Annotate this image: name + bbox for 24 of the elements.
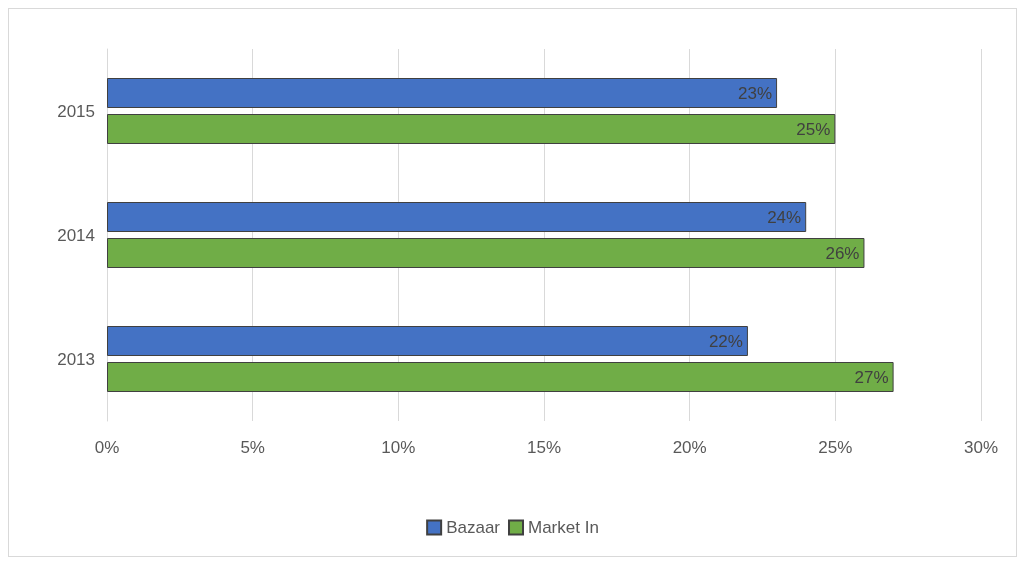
bar — [107, 238, 865, 268]
x-tick-label: 25% — [818, 438, 853, 457]
bar — [107, 78, 778, 108]
x-tick-label: 15% — [526, 438, 562, 457]
legend-label: Market In — [528, 518, 599, 537]
x-tick-label: 0% — [94, 438, 120, 457]
data-label: 26% — [825, 243, 860, 263]
x-tick-label: 10% — [381, 438, 416, 457]
bar — [107, 202, 807, 232]
data-label: 25% — [796, 119, 831, 139]
y-tick-label: 2015 — [57, 101, 95, 121]
y-tick-label: 2013 — [57, 349, 95, 369]
bar — [107, 362, 894, 392]
x-tick-label: 30% — [963, 438, 999, 457]
data-label: 23% — [738, 83, 773, 103]
y-tick-label: 2014 — [57, 225, 95, 245]
data-label: 22% — [708, 331, 743, 351]
x-tick-label: 20% — [672, 438, 707, 457]
legend-label: Bazaar — [446, 518, 501, 537]
data-label: 27% — [854, 367, 889, 387]
data-label: 24% — [767, 207, 802, 227]
bar — [107, 114, 836, 144]
x-tick-label: 5% — [240, 438, 265, 457]
bar — [107, 326, 748, 356]
